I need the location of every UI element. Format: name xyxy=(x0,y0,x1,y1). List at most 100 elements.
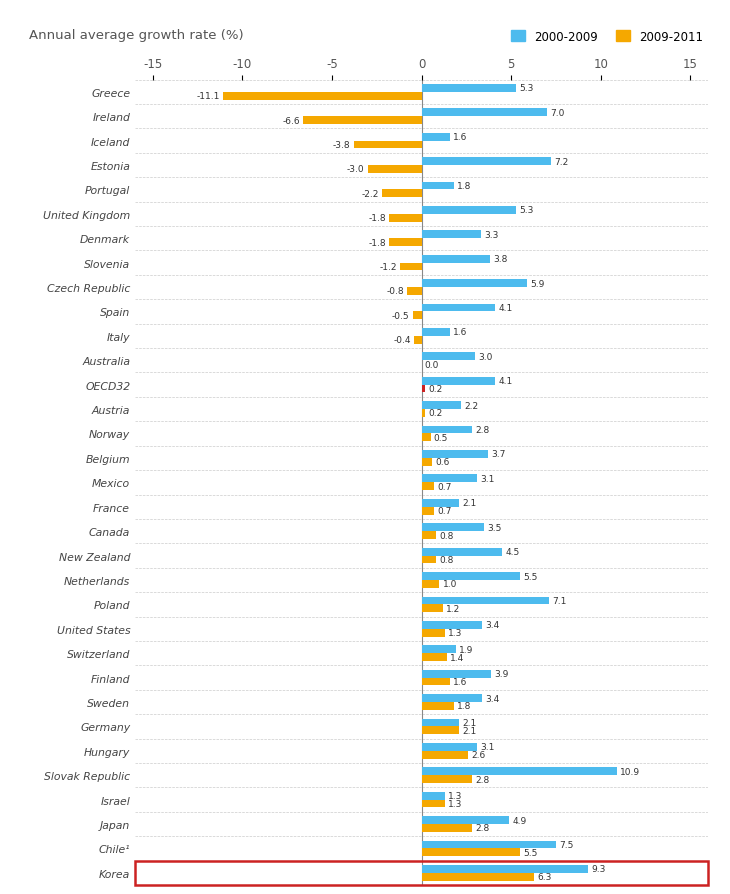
Bar xyxy=(412,312,422,320)
Bar xyxy=(422,232,480,239)
Text: 3.4: 3.4 xyxy=(485,694,500,703)
Text: -11.1: -11.1 xyxy=(196,92,220,101)
Text: 1.6: 1.6 xyxy=(453,678,468,687)
Bar xyxy=(422,256,490,264)
Bar xyxy=(422,678,450,686)
Text: 2.8: 2.8 xyxy=(475,426,489,434)
Text: 7.0: 7.0 xyxy=(550,109,564,118)
Text: 5.3: 5.3 xyxy=(520,207,534,215)
Text: 4.1: 4.1 xyxy=(498,304,512,313)
Text: 1.8: 1.8 xyxy=(457,702,472,711)
Bar xyxy=(422,459,432,466)
Bar xyxy=(422,727,459,734)
Text: 7.2: 7.2 xyxy=(554,157,568,166)
Text: 3.4: 3.4 xyxy=(485,620,500,629)
Bar xyxy=(422,824,472,832)
Text: 7.1: 7.1 xyxy=(552,596,566,605)
Text: Annual average growth rate (%): Annual average growth rate (%) xyxy=(29,29,244,42)
Text: 3.3: 3.3 xyxy=(484,231,499,240)
Bar xyxy=(422,353,475,361)
Bar xyxy=(422,207,517,215)
Bar xyxy=(422,500,459,507)
Text: 7.5: 7.5 xyxy=(559,840,574,849)
Text: -0.4: -0.4 xyxy=(393,336,411,345)
Text: 0.0: 0.0 xyxy=(425,360,439,369)
Text: 1.9: 1.9 xyxy=(459,645,473,654)
Bar xyxy=(422,670,491,678)
Bar xyxy=(422,158,550,165)
Legend: 2000-2009, 2009-2011: 2000-2009, 2009-2011 xyxy=(506,26,708,48)
Text: -0.5: -0.5 xyxy=(392,311,410,320)
Text: 0.7: 0.7 xyxy=(437,482,452,491)
Text: 2.1: 2.1 xyxy=(462,726,477,735)
Bar xyxy=(422,329,450,336)
Text: 6.3: 6.3 xyxy=(537,873,552,881)
Bar xyxy=(422,524,484,532)
Text: 1.8: 1.8 xyxy=(457,181,472,190)
Bar xyxy=(353,141,422,149)
Text: 9.3: 9.3 xyxy=(591,864,606,873)
Bar xyxy=(400,264,422,271)
Bar xyxy=(422,85,517,93)
Text: 5.5: 5.5 xyxy=(523,848,538,856)
Bar xyxy=(422,475,477,483)
Text: 10.9: 10.9 xyxy=(620,767,640,776)
Text: 3.9: 3.9 xyxy=(495,670,509,679)
Text: -2.2: -2.2 xyxy=(361,190,379,198)
Bar xyxy=(304,117,422,125)
Text: 1.4: 1.4 xyxy=(450,653,464,662)
Text: 3.0: 3.0 xyxy=(479,352,493,361)
Bar xyxy=(422,816,510,824)
Bar xyxy=(422,133,450,141)
Text: 2.8: 2.8 xyxy=(475,775,489,784)
Text: 3.8: 3.8 xyxy=(493,255,507,264)
Bar xyxy=(422,719,459,727)
Text: 0.5: 0.5 xyxy=(434,434,448,443)
Text: 0.8: 0.8 xyxy=(439,531,453,540)
Bar xyxy=(415,336,422,344)
Bar xyxy=(422,451,488,459)
Text: -1.2: -1.2 xyxy=(380,263,397,272)
Text: 1.3: 1.3 xyxy=(448,791,462,800)
Bar xyxy=(422,702,454,710)
Text: 0.7: 0.7 xyxy=(437,507,452,516)
Bar xyxy=(422,426,472,434)
Bar xyxy=(422,743,477,751)
Bar xyxy=(422,768,617,775)
Text: 5.5: 5.5 xyxy=(523,572,538,581)
Text: 2.6: 2.6 xyxy=(472,750,485,759)
Bar xyxy=(422,532,436,539)
Bar xyxy=(422,800,445,807)
Text: 1.6: 1.6 xyxy=(453,328,468,337)
Text: 4.1: 4.1 xyxy=(498,377,512,386)
Text: 3.5: 3.5 xyxy=(488,523,502,532)
Bar xyxy=(422,580,439,588)
Bar xyxy=(422,621,483,629)
Text: 0.8: 0.8 xyxy=(439,555,453,564)
Text: 0.2: 0.2 xyxy=(429,384,442,393)
Bar xyxy=(389,239,422,247)
Text: 2.1: 2.1 xyxy=(462,499,477,508)
Bar xyxy=(422,507,434,515)
Text: 1.2: 1.2 xyxy=(446,604,461,613)
Bar xyxy=(422,848,520,856)
Text: 0.2: 0.2 xyxy=(429,409,442,418)
Bar xyxy=(422,556,436,564)
Bar xyxy=(422,873,534,881)
Text: 2.8: 2.8 xyxy=(475,823,489,832)
Bar xyxy=(422,409,425,417)
Bar xyxy=(422,483,434,491)
Text: -6.6: -6.6 xyxy=(283,116,300,125)
Bar xyxy=(422,597,549,604)
Bar xyxy=(422,548,502,556)
Text: -1.8: -1.8 xyxy=(369,214,386,223)
Bar xyxy=(422,401,461,409)
Text: 1.3: 1.3 xyxy=(448,799,462,808)
Bar xyxy=(389,215,422,223)
Text: -0.8: -0.8 xyxy=(386,287,404,296)
Text: 2.1: 2.1 xyxy=(462,718,477,727)
Bar xyxy=(422,572,520,580)
Bar xyxy=(223,93,422,100)
Text: -3.0: -3.0 xyxy=(347,165,364,174)
Text: 5.3: 5.3 xyxy=(520,84,534,93)
